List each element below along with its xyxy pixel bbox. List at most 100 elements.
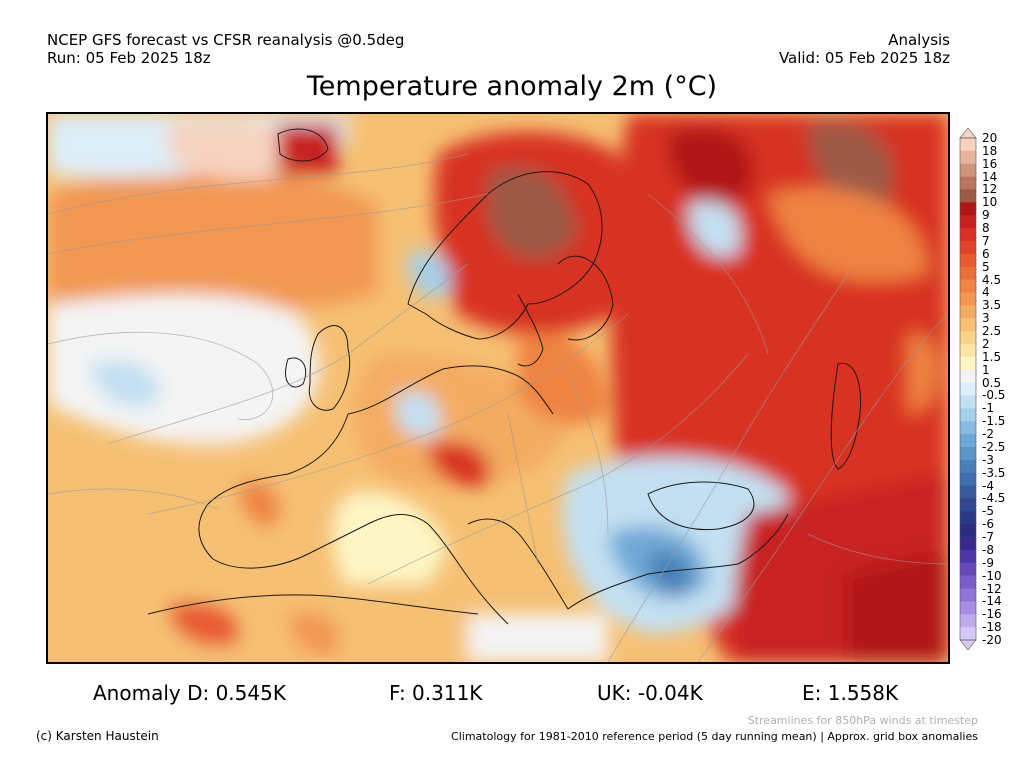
- colorbar-label: 2: [982, 336, 990, 351]
- colorbar-label: 10: [982, 195, 998, 210]
- colorbar-label: -4: [982, 478, 994, 493]
- colorbar-label: -16: [982, 607, 1002, 622]
- colorbar-cell: [960, 524, 976, 538]
- colorbar-label: -6: [982, 517, 994, 532]
- colorbar-cell: [960, 279, 976, 293]
- colorbar-label: 8: [982, 221, 990, 236]
- colorbar-label: 2.5: [982, 324, 1002, 339]
- colorbar-bottom-arrow: [959, 639, 977, 650]
- colorbar-label: 12: [982, 182, 998, 197]
- colorbar-label: -0.5: [982, 388, 1006, 403]
- colorbar-cell: [960, 601, 976, 615]
- colorbar-label: -5: [982, 504, 994, 519]
- colorbar-cell: [960, 253, 976, 268]
- colorbar-cell: [960, 369, 976, 383]
- colorbar-cell: [960, 421, 976, 435]
- model-description: NCEP GFS forecast vs CFSR reanalysis @0.…: [47, 31, 405, 49]
- map-title: Temperature anomaly 2m (°C): [306, 71, 718, 102]
- colorbar-cell: [960, 446, 976, 461]
- colorbar-cell: [960, 575, 976, 589]
- colorbar-label: 0.5: [982, 375, 1002, 390]
- colorbar-label: -14: [982, 594, 1002, 609]
- colorbar-cell: [960, 472, 976, 486]
- colorbar-label: 5: [982, 259, 990, 274]
- colorbar-label: -12: [982, 581, 1002, 596]
- colorbar-label: 4: [982, 285, 990, 300]
- colorbar-cell: [960, 150, 976, 165]
- valid-time: Valid: 05 Feb 2025 18z: [778, 49, 950, 67]
- colorbar-label: 18: [982, 143, 998, 158]
- colorbar-cell: [960, 228, 976, 242]
- colorbar-label: -3: [982, 452, 994, 467]
- colorbar-cell: [960, 511, 976, 525]
- colorbar-label: 1: [982, 362, 990, 377]
- colorbar-cell: [960, 434, 976, 448]
- colorbar-cell: [960, 189, 976, 203]
- header-right: Analysis Valid: 05 Feb 2025 18z: [779, 31, 950, 67]
- colorbar-cell: [960, 266, 976, 280]
- colorbar-cell: [960, 614, 976, 628]
- colorbar-label: -18: [982, 620, 1002, 635]
- stat-f: F: 0.311K: [389, 681, 483, 705]
- stat-e: E: 1.558K: [802, 681, 899, 705]
- colorbar: [959, 128, 977, 650]
- stat-d: Anomaly D: 0.545K: [93, 681, 286, 705]
- colorbar-cell: [960, 343, 976, 358]
- colorbar-frame: [959, 137, 977, 641]
- colorbar-label: -7: [982, 530, 994, 545]
- colorbar-label: 16: [982, 156, 998, 171]
- colorbar-label: 7: [982, 233, 990, 248]
- colorbar-label: -3.5: [982, 465, 1006, 480]
- climatology-note: Climatology for 1981-2010 reference peri…: [451, 730, 978, 743]
- colorbar-label: 6: [982, 246, 990, 261]
- colorbar-label: -8: [982, 542, 994, 557]
- credit: (c) Karsten Haustein: [36, 729, 159, 743]
- colorbar-cell: [960, 382, 976, 396]
- colorbar-cell: [960, 588, 976, 602]
- colorbar-label: 3: [982, 311, 990, 326]
- colorbar-cell: [960, 318, 976, 332]
- colorbar-cell: [960, 537, 976, 551]
- colorbar-cell: [960, 485, 976, 499]
- colorbar-cell: [960, 356, 976, 370]
- colorbar-cell: [960, 305, 976, 319]
- colorbar-cell: [960, 562, 976, 576]
- colorbar-label: 9: [982, 208, 990, 223]
- colorbar-label: -9: [982, 555, 994, 570]
- colorbar-label: -1: [982, 401, 994, 416]
- colorbar-cell: [960, 176, 976, 190]
- colorbar-cell: [960, 549, 976, 564]
- colorbar-label: -4.5: [982, 491, 1006, 506]
- colorbar-label: -20: [982, 633, 1002, 647]
- run-time: Run: 05 Feb 2025 18z: [47, 49, 211, 67]
- colorbar-label: 3.5: [982, 298, 1002, 313]
- anomaly-stats: Anomaly D: 0.545K F: 0.311K UK: -0.04K E…: [0, 680, 1024, 706]
- colorbar-cell: [960, 138, 976, 152]
- anomaly-map: [46, 112, 950, 664]
- colorbar-label: -2: [982, 427, 994, 442]
- colorbar-cell: [960, 240, 976, 255]
- anomaly-map-graphic: [48, 114, 948, 662]
- colorbar-label: 20: [982, 131, 998, 145]
- stat-uk: UK: -0.04K: [597, 681, 703, 705]
- colorbar-label: 1.5: [982, 349, 1002, 364]
- colorbar-cell: [960, 292, 976, 306]
- header-left: NCEP GFS forecast vs CFSR reanalysis @0.…: [47, 31, 404, 67]
- colorbar-label: -10: [982, 568, 1002, 583]
- colorbar-cell: [960, 163, 976, 177]
- colorbar-label: 4.5: [982, 272, 1002, 287]
- analysis-label: Analysis: [888, 31, 950, 49]
- colorbar-cell: [960, 627, 976, 641]
- colorbar-cell: [960, 408, 976, 422]
- colorbar-cell: [960, 202, 976, 216]
- colorbar-top-arrow: [959, 128, 977, 139]
- colorbar-cell: [960, 459, 976, 473]
- colorbar-cell: [960, 215, 976, 229]
- colorbar-cell: [960, 395, 976, 409]
- colorbar-cell: [960, 331, 976, 345]
- colorbar-label: -2.5: [982, 439, 1006, 454]
- colorbar-label: 14: [982, 169, 998, 184]
- colorbar-label: -1.5: [982, 414, 1006, 429]
- colorbar-cell: [960, 498, 976, 512]
- streamlines-note: Streamlines for 850hPa winds at timestep: [747, 714, 978, 727]
